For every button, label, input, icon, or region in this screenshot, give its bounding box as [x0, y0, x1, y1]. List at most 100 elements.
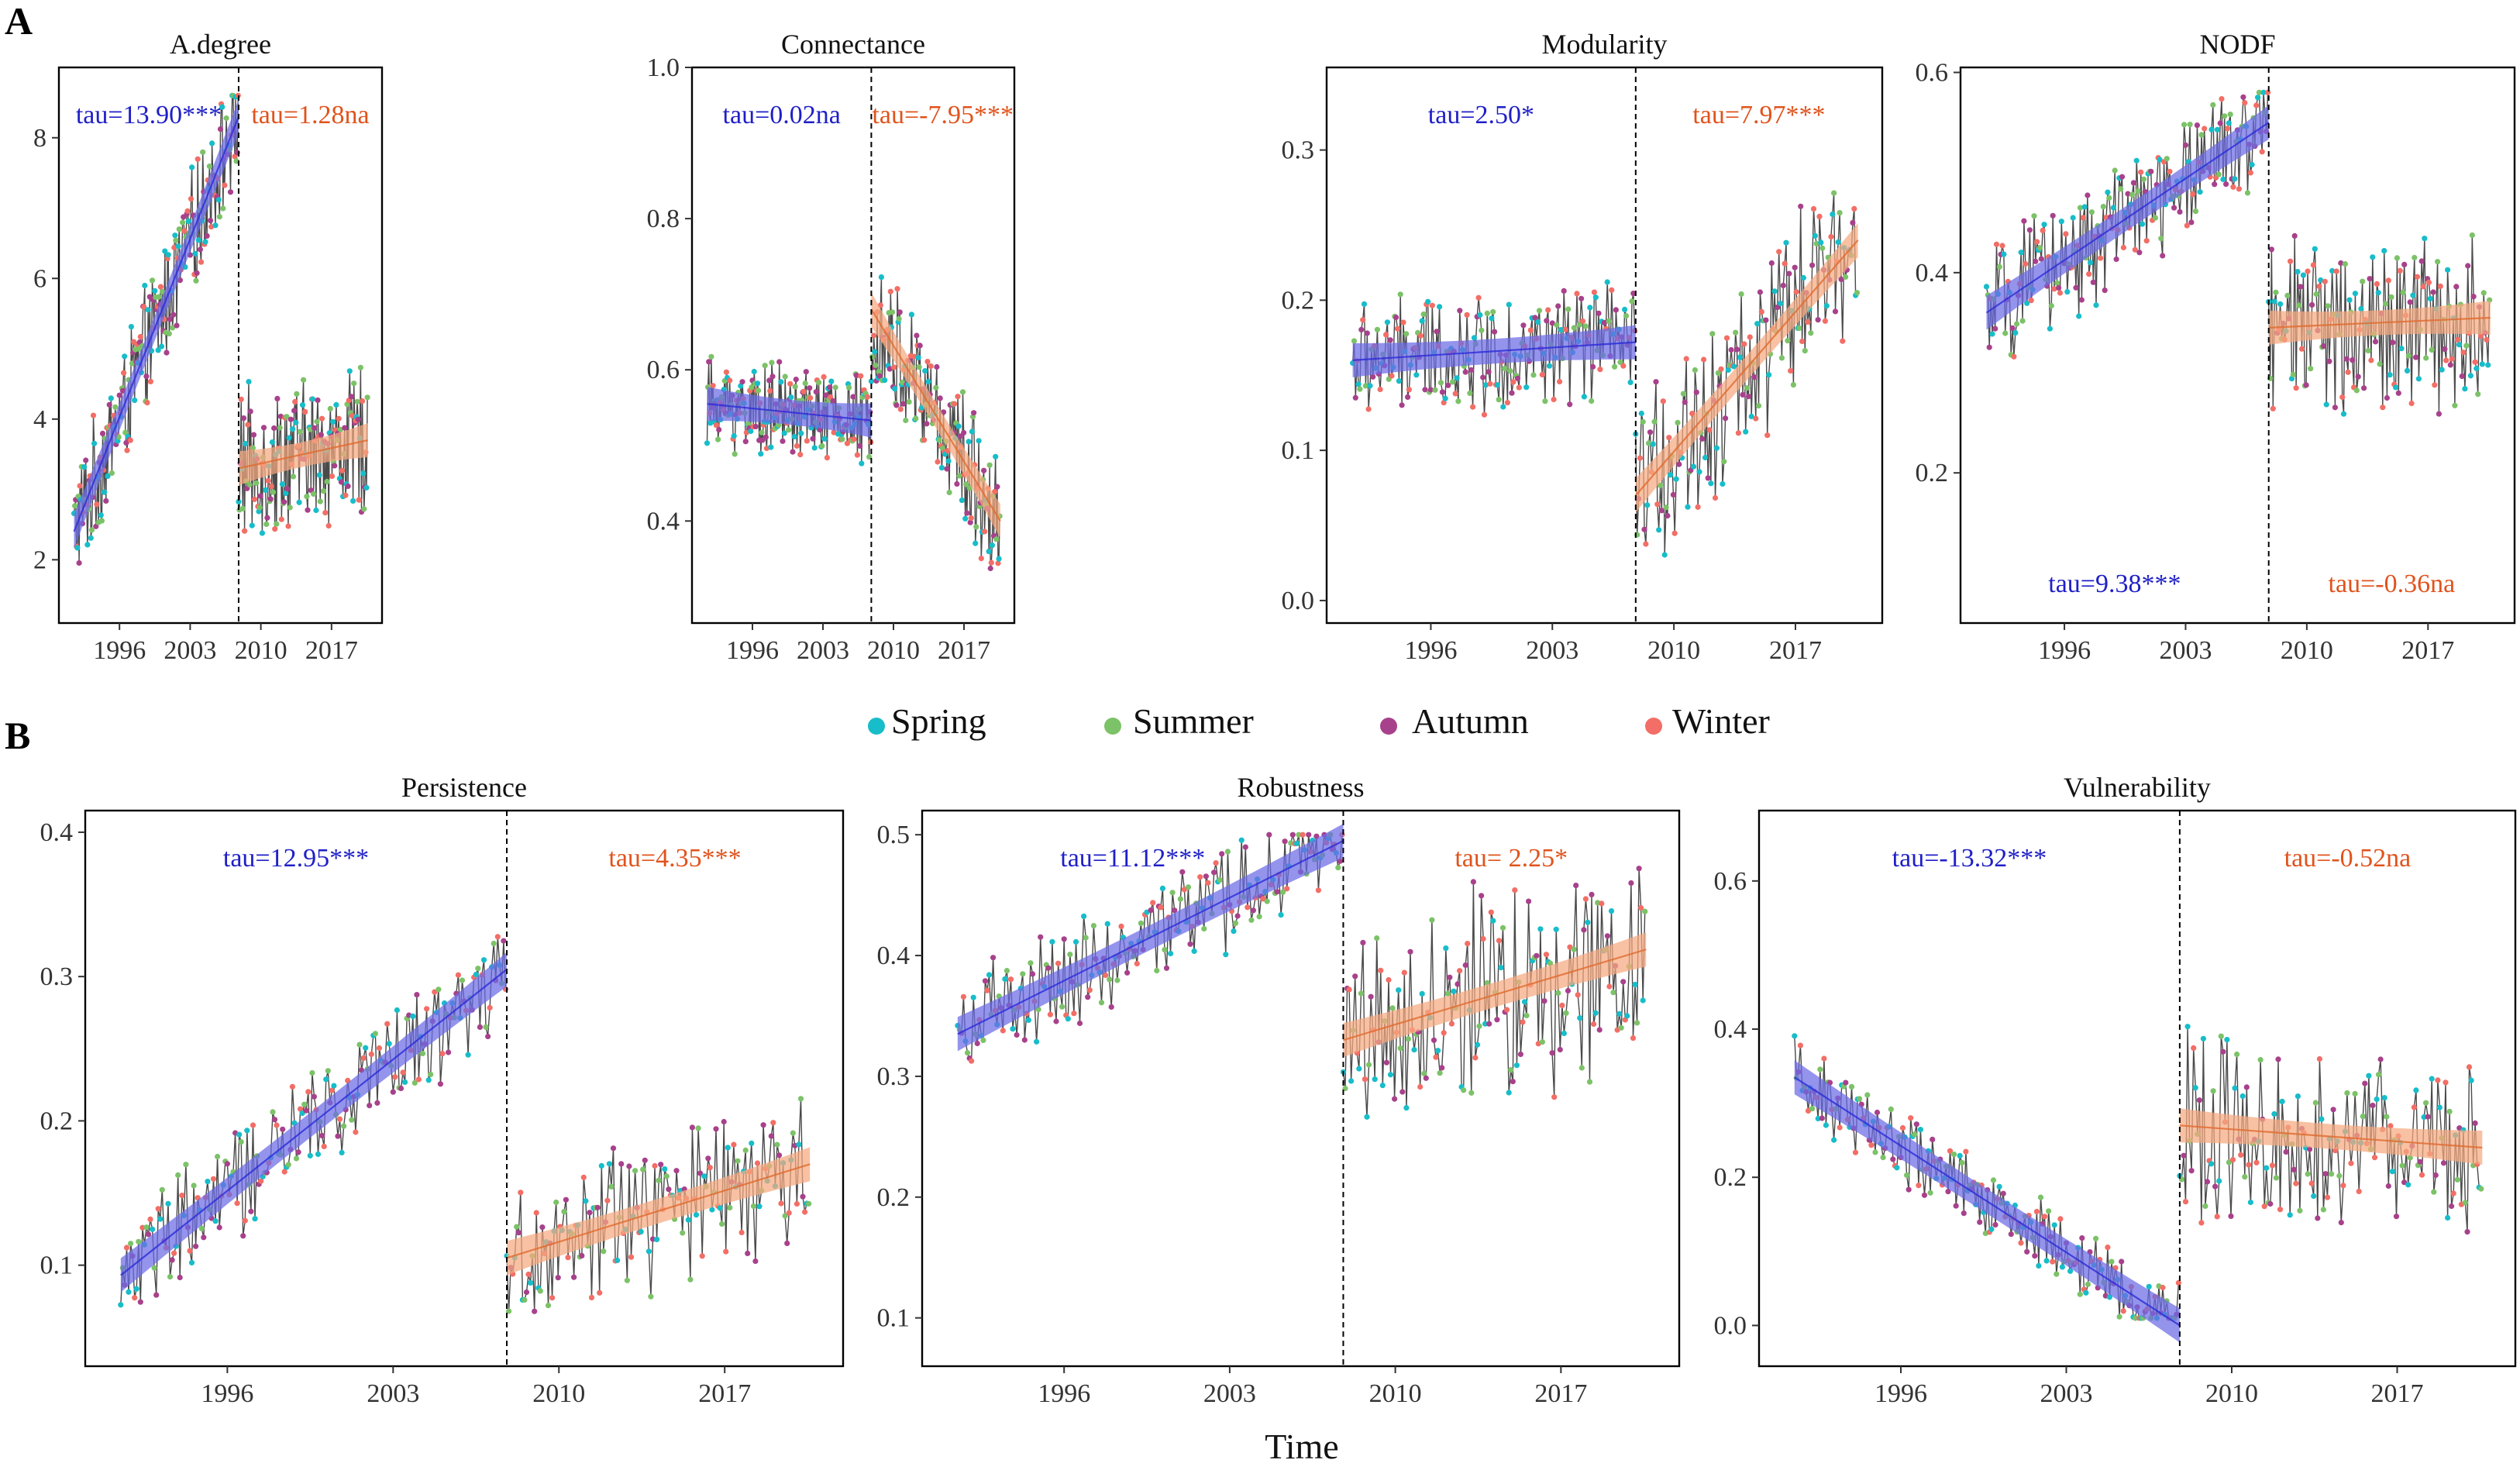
y-tick-label: 0.1 [40, 1252, 74, 1280]
data-point [2247, 1199, 2253, 1206]
data-point [791, 433, 797, 440]
data-point [2008, 1231, 2014, 1238]
data-point [776, 1152, 783, 1159]
data-point [313, 507, 319, 514]
data-point [1780, 282, 1786, 288]
data-point [2395, 390, 2401, 396]
data-point [1441, 400, 1447, 406]
data-point [1211, 869, 1217, 876]
data-point [1754, 321, 1761, 327]
data-point [236, 498, 242, 505]
data-point [710, 383, 716, 389]
data-point [2305, 268, 2311, 274]
data-point [597, 1289, 603, 1296]
data-point [103, 498, 109, 504]
panel-title-robustness: Robustness [1237, 772, 1364, 803]
data-point [2456, 342, 2463, 348]
data-point [1248, 917, 1255, 923]
data-point [2113, 256, 2119, 263]
data-point [368, 1051, 374, 1057]
panel-title-vulnerability: Vulnerability [2064, 772, 2211, 803]
data-point [1114, 977, 1121, 983]
data-point [1574, 291, 1580, 297]
data-point [2050, 212, 2056, 219]
data-point [2462, 1200, 2468, 1206]
data-point [1738, 291, 1744, 298]
y-tick-label: 0.4 [1714, 1015, 1747, 1044]
data-point [2100, 204, 2106, 210]
data-point [807, 394, 814, 401]
data-point [738, 1229, 745, 1236]
data-point [2346, 297, 2353, 303]
data-point [2323, 401, 2329, 408]
data-point [201, 1234, 207, 1241]
data-point [2257, 1057, 2264, 1063]
data-point [645, 1248, 652, 1255]
data-point [1810, 205, 1817, 212]
data-point [980, 1037, 986, 1043]
data-point [2284, 292, 2291, 298]
data-point [2453, 284, 2460, 290]
data-point [2119, 1258, 2125, 1265]
data-point [1516, 384, 1522, 391]
data-point [2226, 1159, 2232, 1166]
data-point [2265, 89, 2271, 95]
data-point [1217, 877, 1223, 883]
data-point [277, 413, 284, 419]
data-point [432, 989, 438, 995]
x-tick-label: 2010 [2281, 636, 2333, 665]
data-point [754, 1160, 761, 1166]
data-point [1002, 976, 1008, 982]
data-point [2256, 89, 2262, 95]
data-point [2370, 1102, 2376, 1109]
data-point [1658, 508, 1665, 514]
data-point [1076, 1020, 1083, 1027]
data-point [563, 1196, 570, 1203]
data-point [353, 1129, 359, 1135]
data-point [356, 497, 362, 503]
data-point [2466, 1064, 2473, 1070]
data-point [189, 164, 195, 170]
data-point [321, 488, 327, 494]
data-point [768, 444, 774, 450]
data-point [2377, 361, 2383, 367]
data-point [1539, 371, 1545, 378]
data-point [1439, 389, 1445, 395]
data-point [938, 465, 945, 471]
data-point [2350, 357, 2356, 363]
data-point [2271, 1110, 2277, 1117]
data-point [2198, 1220, 2205, 1226]
data-point [2454, 1176, 2460, 1183]
data-point [2273, 289, 2279, 295]
data-point [164, 349, 170, 356]
data-point [1356, 1066, 1362, 1072]
data-point [1715, 370, 1721, 376]
tau-label-pre-robustness: tau=11.12*** [1060, 844, 1205, 873]
data-point [2447, 362, 2453, 368]
data-point [185, 219, 191, 225]
data-point [652, 1162, 658, 1169]
data-point [787, 380, 794, 387]
y-tick-label: 0.5 [877, 821, 911, 849]
data-point [244, 1128, 250, 1134]
data-point [2436, 411, 2442, 417]
data-point [1224, 849, 1231, 855]
data-point [124, 447, 130, 453]
data-point [952, 401, 958, 407]
data-point [1961, 1210, 1967, 1217]
series-line-post-robustness [1342, 868, 1646, 1117]
data-point [2358, 305, 2364, 312]
data-point [2238, 1152, 2244, 1158]
data-point [1315, 887, 1321, 893]
data-point [246, 379, 252, 385]
y-tick-label: 0.0 [1714, 1311, 1747, 1340]
data-point [1498, 965, 1504, 971]
x-tick-label: 2010 [235, 636, 287, 665]
data-point [2063, 231, 2069, 237]
data-point [2098, 255, 2104, 261]
data-point [1378, 967, 1384, 973]
data-point [1706, 427, 1713, 433]
data-point [2182, 142, 2189, 148]
data-point [123, 1245, 130, 1251]
